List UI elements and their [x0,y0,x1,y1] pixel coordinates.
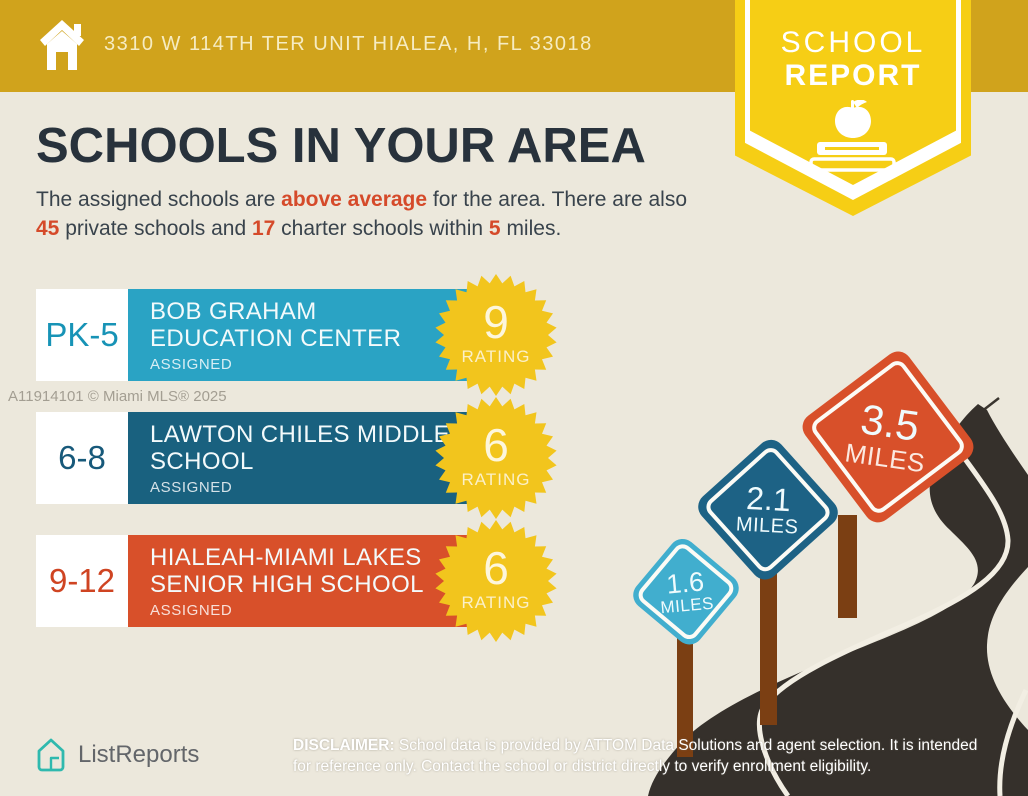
school-name-bar: LAWTON CHILES MIDDLE SCHOOL ASSIGNED [128,412,510,504]
school-name-line1: BOB GRAHAM [150,298,317,325]
rating-label: RATING [461,347,531,366]
highlight-above-average: above average [281,188,428,211]
grade-range-box: PK-5 [36,289,128,381]
assigned-label: ASSIGNED [150,355,233,373]
ribbon-line2: REPORT [784,59,922,92]
distance-unit: MILES [735,513,799,539]
mls-watermark: A11914101 © Miami MLS® 2025 [8,388,227,405]
rating-badge: 9 RATING [433,272,559,398]
rating-badge: 6 RATING [433,395,559,521]
school-row-middle: 6-8 LAWTON CHILES MIDDLE SCHOOL ASSIGNED… [36,397,596,519]
school-name-line2: SCHOOL [150,447,254,475]
school-name-line2: EDUCATION CENTER [150,324,402,352]
home-icon [40,20,84,70]
school-row-elementary: PK-5 BOB GRAHAM EDUCATION CENTER ASSIGNE… [36,274,596,396]
grade-range-box: 6-8 [36,412,128,504]
highlight-private-count: 45 [36,216,60,240]
intro-paragraph: The assigned schools are above average f… [36,188,688,240]
school-name-line1: LAWTON CHILES MIDDLE [150,421,451,448]
distance-sign-3: 3.5 MILES [784,333,992,541]
sign-post [677,635,693,757]
school-report-ribbon: SCHOOL REPORT [735,0,971,216]
grade-range-box: 9-12 [36,535,128,627]
rating-label: RATING [461,593,531,612]
grade-range: 9-12 [48,562,116,599]
rating-label: RATING [461,470,531,489]
school-row-high: 9-12 HIALEAH-MIAMI LAKES SENIOR HIGH SCH… [36,520,596,642]
listreports-logo: ListReports [34,736,199,774]
grade-range: PK-5 [45,316,119,353]
page-title: SCHOOLS IN YOUR AREA [36,119,646,173]
sign-post [760,565,777,725]
school-name-line1: HIALEAH-MIAMI LAKES [150,544,422,571]
assigned-label: ASSIGNED [150,601,233,619]
brand-name: ListReports [78,741,200,768]
assigned-label: ASSIGNED [150,478,233,496]
listreports-house-icon [37,738,65,772]
rating-value: 6 [483,542,509,594]
ribbon-line1: SCHOOL [780,26,926,59]
highlight-miles: 5 [488,216,501,240]
property-address: 3310 W 114TH TER UNIT HIALEA, H, FL 3301… [104,33,593,55]
disclaimer-text: DISCLAIMER: School data is provided by A… [293,737,978,775]
grade-range: 6-8 [58,439,106,476]
rating-value: 9 [483,296,509,348]
school-name-line2: SENIOR HIGH SCHOOL [150,570,424,598]
highlight-charter-count: 17 [251,216,276,240]
rating-badge: 6 RATING [433,518,559,644]
rating-value: 6 [483,419,509,471]
apple-on-books-icon [809,100,896,172]
sign-post [838,515,857,618]
